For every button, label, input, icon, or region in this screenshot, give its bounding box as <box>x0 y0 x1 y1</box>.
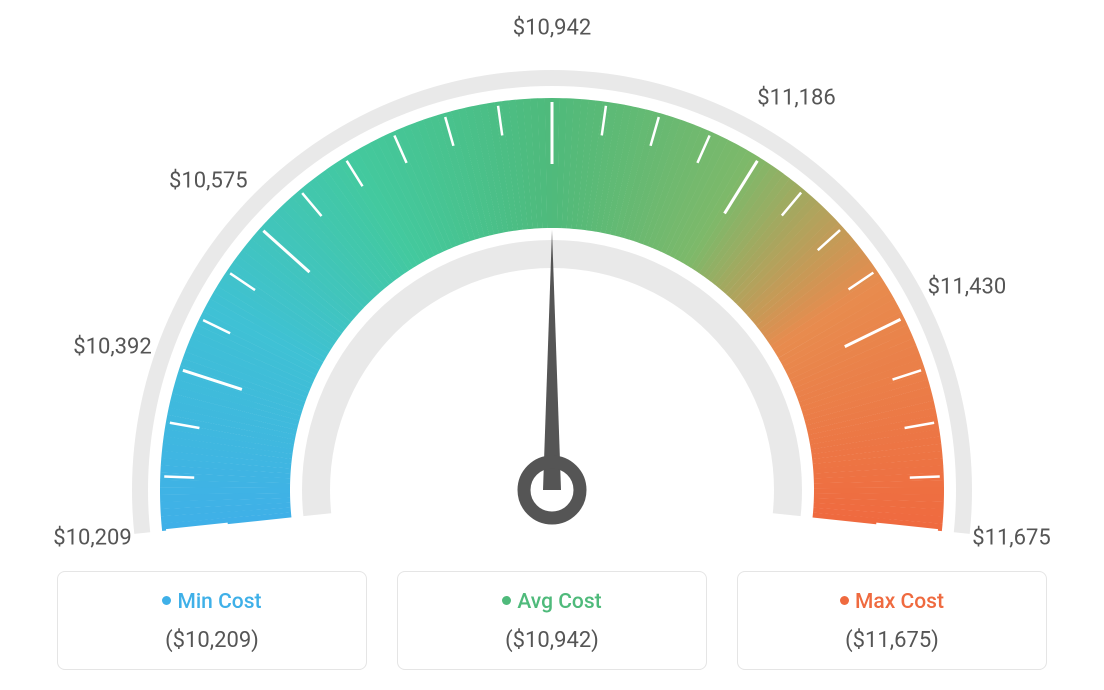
legend-label-max: Max Cost <box>855 590 944 614</box>
tick-label: $10,575 <box>169 169 248 194</box>
legend-card-max: Max Cost ($11,675) <box>737 571 1047 670</box>
tick-label: $10,942 <box>513 16 592 41</box>
legend-value-max: ($11,675) <box>748 628 1036 653</box>
legend-title-max: Max Cost <box>748 590 1036 614</box>
tick-label: $10,209 <box>53 526 132 551</box>
legend-dot-avg <box>502 596 511 605</box>
tick-label: $11,430 <box>928 274 1007 299</box>
legend-label-min: Min Cost <box>177 590 261 614</box>
legend-dot-max <box>840 596 849 605</box>
needle <box>543 230 561 490</box>
legend-card-avg: Avg Cost ($10,942) <box>397 571 707 670</box>
legend-row: Min Cost ($10,209) Avg Cost ($10,942) Ma… <box>0 571 1104 670</box>
tick <box>164 477 194 478</box>
tick <box>910 477 940 478</box>
tick-label: $10,392 <box>73 335 152 360</box>
legend-dot-min <box>162 596 171 605</box>
legend-card-min: Min Cost ($10,209) <box>57 571 367 670</box>
tick-label: $11,675 <box>972 526 1051 551</box>
legend-label-avg: Avg Cost <box>517 590 601 614</box>
legend-title-avg: Avg Cost <box>408 590 696 614</box>
legend-title-min: Min Cost <box>68 590 356 614</box>
legend-value-min: ($10,209) <box>68 628 356 653</box>
legend-value-avg: ($10,942) <box>408 628 696 653</box>
tick-label: $11,186 <box>757 86 836 111</box>
gauge-container: $10,209 $10,392 $10,575 $10,942 $11,186 $11,4… <box>0 0 1104 560</box>
